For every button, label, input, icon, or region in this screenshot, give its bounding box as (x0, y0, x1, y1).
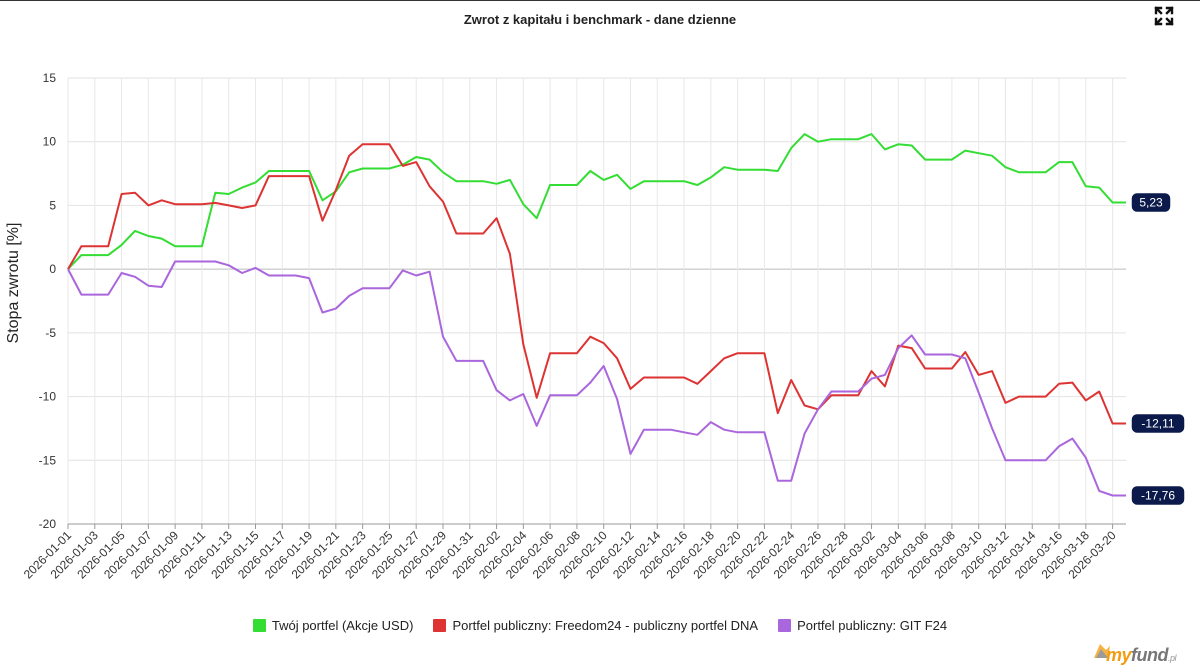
series-line-1[interactable] (67, 133, 1126, 270)
legend: Twój portfel (Akcje USD) Portfel publiczn… (0, 618, 1200, 635)
y-axis: 15 10 5 0 -5 -10 -15 -20 (39, 71, 57, 531)
y-tick-label: 5 (49, 198, 56, 212)
end-label-2: -12,11 (1130, 412, 1186, 435)
series-line-2[interactable] (67, 143, 1126, 425)
end-label-box (1130, 191, 1172, 214)
chart-title: Zwrot z kapitału i benchmark - dane dzie… (463, 12, 737, 27)
end-label-text: -12,11 (1141, 416, 1174, 430)
legend-item-3[interactable]: Portfel publiczny: GIT F24 (778, 618, 947, 633)
top-border (0, 0, 1200, 1)
x-axis: 2026-01-012026-01-032026-01-052026-01-07… (21, 524, 1119, 582)
end-label-text: -17,76 (1141, 488, 1175, 502)
y-axis-label: Stopa zwrotu [%] (5, 223, 22, 344)
legend-item-1[interactable]: Twój portfel (Akcje USD) (252, 618, 414, 633)
y-tick-label: 15 (43, 71, 57, 85)
legend-swatch (433, 619, 447, 632)
legend-label: Twój portfel (Akcje USD) (271, 618, 414, 633)
series-line-3[interactable] (67, 260, 1126, 497)
myfund-logo: myfund.pl (1106, 645, 1177, 666)
legend-swatch (252, 619, 266, 632)
end-label-text: 5,23 (1139, 195, 1163, 209)
grid (67, 77, 1126, 525)
y-tick-label: -10 (39, 390, 57, 404)
y-tick-label: 0 (49, 262, 56, 276)
brand-my: my (1106, 645, 1132, 665)
end-labels: 5,23 -12,11 -17,76 (1130, 191, 1186, 507)
fullscreen-icon[interactable] (1152, 4, 1176, 28)
legend-label: Portfel publiczny: Freedom24 - publiczny… (452, 618, 759, 633)
brand-suffix: .pl (1168, 653, 1177, 663)
y-tick-label: -20 (39, 517, 57, 531)
brand-fund: fund (1131, 645, 1168, 665)
y-tick-label: 10 (43, 135, 57, 149)
y-tick-label: -5 (45, 326, 56, 340)
series-lines (67, 133, 1126, 497)
legend-swatch (778, 619, 792, 632)
end-label-3: -17,76 (1130, 484, 1186, 507)
end-label-1: 5,23 (1130, 191, 1172, 214)
legend-item-2[interactable]: Portfel publiczny: Freedom24 - publiczny… (433, 618, 758, 633)
y-tick-label: -15 (39, 453, 57, 467)
myfund-logo-icon (1094, 644, 1110, 658)
end-label-box (1130, 484, 1186, 507)
end-label-box (1130, 412, 1186, 435)
legend-label: Portfel publiczny: GIT F24 (797, 618, 948, 633)
